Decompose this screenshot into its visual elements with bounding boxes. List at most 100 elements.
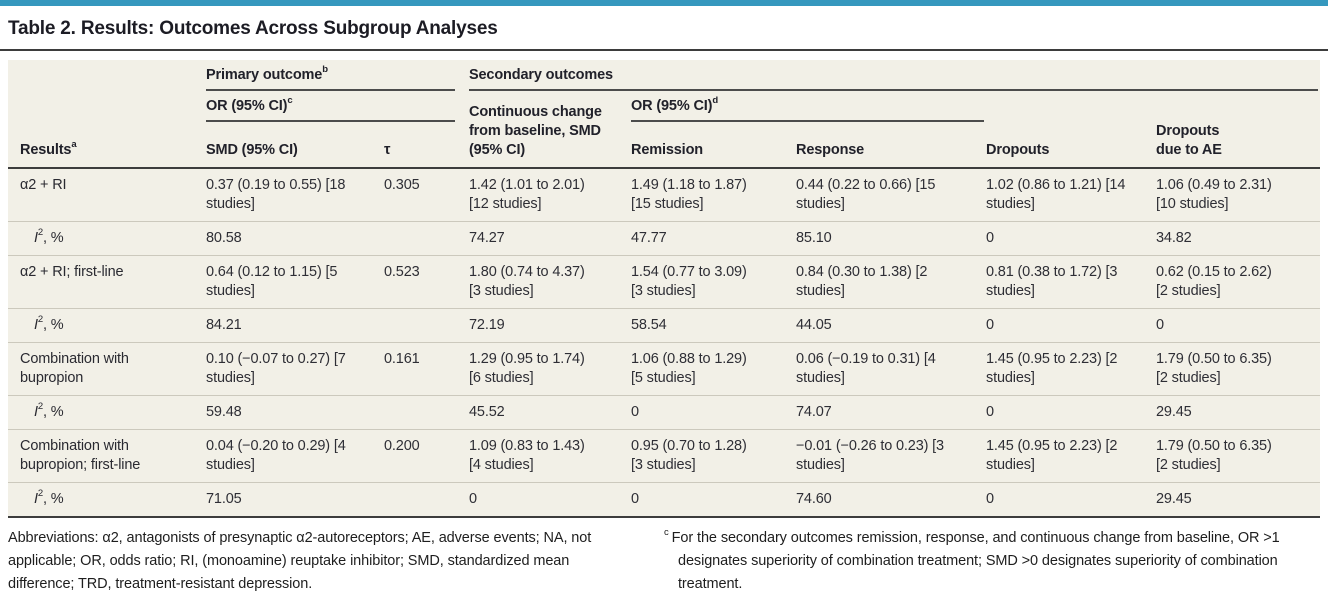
cell-dropouts-i2: 0 [986, 230, 994, 246]
footnote-c: c For the secondary outcomes remission, r… [664, 527, 1316, 596]
table-title: Table 2. Results: Outcomes Across Subgro… [8, 18, 498, 39]
table-row-combination-bupropion-first-line: Combination with bupropion; first-line 0… [8, 429, 1321, 483]
table-row-a2-ri: α2 + RI 0.37 (0.19 to 0.55) [18 studies]… [8, 168, 1321, 222]
header-secondary-outcomes-group: Secondary outcomes [469, 60, 1320, 91]
header-tau: τ [384, 142, 391, 158]
cell-remission-i2: 45.52 [469, 404, 505, 420]
cell-continuous-i2: 74.07 [796, 404, 832, 420]
cell-response-i2: 58.54 [631, 317, 667, 333]
row-label-i2: I2, % [8, 222, 206, 256]
footnote-c-marker: c [664, 527, 669, 539]
row-label: α2 + RI; first-line [20, 264, 124, 280]
cell-dropouts-ae: 1.79 (0.50 to 6.35) [2 studies] [1156, 438, 1272, 473]
header-or-ci-d-label: OR (95% CI) [631, 98, 713, 114]
cell-dropouts-ae: 1.79 (0.50 to 6.35) [2 studies] [1156, 351, 1272, 386]
row-label-i2: I2, % [8, 396, 206, 430]
cell-tau-i2 [384, 222, 469, 256]
header-results-label: Results [20, 142, 72, 158]
cell-smd: 0.64 (0.12 to 1.15) [5 studies] [206, 264, 338, 299]
cell-dropouts-ae-i2: 29.45 [1156, 491, 1192, 507]
cell-remission: 1.80 (0.74 to 4.37) [3 studies] [469, 264, 585, 299]
cell-smd-i2: 59.48 [206, 404, 242, 420]
cell-remission-i2: 0 [469, 491, 477, 507]
cell-continuous-i2: 85.10 [796, 230, 832, 246]
cell-dropouts-i2: 0 [986, 491, 994, 507]
header-results: Resultsa [8, 60, 206, 168]
header-primary-outcome-label: Primary outcome [206, 67, 323, 83]
header-or-ci-c-group: OR (95% CI)c [206, 91, 469, 122]
header-primary-outcome-group: Primary outcomeb [206, 60, 469, 91]
cell-tau: 0.305 [384, 177, 420, 193]
i2-percent-label: , % [43, 491, 64, 507]
cell-remission-i2: 72.19 [469, 317, 505, 333]
header-secondary-outcomes-label: Secondary outcomes [469, 67, 613, 83]
i2-superscript: 2 [37, 488, 44, 500]
cell-dropouts-i2: 0 [986, 317, 994, 333]
table-body: α2 + RI 0.37 (0.19 to 0.55) [18 studies]… [8, 168, 1321, 518]
cell-tau: 0.161 [384, 351, 420, 367]
cell-dropouts: 0.81 (0.38 to 1.72) [3 studies] [986, 264, 1118, 299]
header-group-row-middle: OR (95% CI)c Continuous change from base… [8, 91, 1320, 158]
title-rule [0, 49, 1328, 51]
accent-top-bar [0, 0, 1328, 6]
row-label-i2: I2, % [8, 483, 206, 518]
i2-symbol: I [34, 317, 38, 333]
header-or-ci-c-sup: c [287, 95, 293, 107]
table-row-a2-ri-first-line: α2 + RI; first-line 0.64 (0.12 to 1.15) … [8, 255, 1321, 309]
cell-response: 1.54 (0.77 to 3.09) [3 studies] [631, 264, 747, 299]
i2-symbol: I [34, 404, 38, 420]
cell-smd-i2: 80.58 [206, 230, 242, 246]
row-label: α2 + RI [20, 177, 67, 193]
table-row-i2: I2, % 59.48 45.52 0 74.07 0 29.45 [8, 395, 1321, 430]
table-header: Resultsa Primary outcomeb Secondary outc… [8, 60, 1320, 168]
header-dropouts: Dropouts [986, 142, 1050, 158]
cell-smd: 0.10 (−0.07 to 0.27) [7 studies] [206, 351, 346, 386]
header-or-ci-d-sup: d [712, 95, 718, 107]
i2-superscript: 2 [37, 401, 44, 413]
footnotes: Abbreviations: α2, antagonists of presyn… [0, 518, 1328, 596]
cell-remission: 1.09 (0.83 to 1.43) [4 studies] [469, 438, 585, 473]
cell-continuous: 0.06 (−0.19 to 0.31) [4 studies] [796, 351, 936, 386]
footnote-abbreviations: Abbreviations: α2, antagonists of presyn… [8, 530, 592, 592]
cell-remission-i2: 74.27 [469, 230, 505, 246]
header-response: Response [796, 142, 865, 158]
cell-tau-i2 [384, 309, 469, 343]
cell-tau-i2 [384, 396, 469, 430]
cell-response-i2: 0 [631, 404, 639, 420]
i2-percent-label: , % [43, 230, 64, 246]
cell-tau: 0.523 [384, 264, 420, 280]
cell-smd: 0.04 (−0.20 to 0.29) [4 studies] [206, 438, 346, 473]
cell-smd-i2: 84.21 [206, 317, 242, 333]
cell-continuous: 0.84 (0.30 to 1.38) [2 studies] [796, 264, 928, 299]
cell-tau-i2 [384, 483, 469, 518]
table-row-combination-bupropion: Combination with bupropion 0.10 (−0.07 t… [8, 342, 1321, 396]
cell-continuous: −0.01 (−0.26 to 0.23) [3 studies] [796, 438, 944, 473]
cell-remission: 1.29 (0.95 to 1.74) [6 studies] [469, 351, 585, 386]
cell-remission: 1.42 (1.01 to 2.01) [12 studies] [469, 177, 585, 212]
header-dropouts-due-to-ae: Dropouts due to AE [1156, 123, 1222, 158]
header-or-ci-c-label: OR (95% CI) [206, 98, 288, 114]
cell-smd-i2: 71.05 [206, 491, 242, 507]
header-remission: Remission [631, 142, 703, 158]
results-table: Resultsa Primary outcomeb Secondary outc… [8, 60, 1321, 518]
cell-response-i2: 47.77 [631, 230, 667, 246]
i2-percent-label: , % [43, 317, 64, 333]
row-label: Combination with bupropion [20, 351, 129, 386]
cell-response: 1.49 (1.18 to 1.87) [15 studies] [631, 177, 747, 212]
cell-dropouts: 1.45 (0.95 to 2.23) [2 studies] [986, 438, 1118, 473]
i2-superscript: 2 [37, 314, 44, 326]
cell-continuous-i2: 44.05 [796, 317, 832, 333]
row-label-i2: I2, % [8, 309, 206, 343]
header-results-sup: a [71, 139, 77, 151]
header-leaf-row: SMD (95% CI) τ Remission Response Dropou… [8, 122, 1320, 168]
i2-percent-label: , % [43, 404, 64, 420]
table-row-i2: I2, % 84.21 72.19 58.54 44.05 0 0 [8, 308, 1321, 343]
footnote-c-text: For the secondary outcomes remission, re… [671, 530, 1280, 592]
i2-superscript: 2 [37, 227, 44, 239]
cell-dropouts-ae-i2: 34.82 [1156, 230, 1192, 246]
row-label: Combination with bupropion; first-line [20, 438, 141, 473]
cell-dropouts-ae: 0.62 (0.15 to 2.62) [2 studies] [1156, 264, 1272, 299]
header-group-row-top: Resultsa Primary outcomeb Secondary outc… [8, 60, 1320, 158]
cell-dropouts: 1.02 (0.86 to 1.21) [14 studies] [986, 177, 1126, 212]
cell-response-i2: 0 [631, 491, 639, 507]
